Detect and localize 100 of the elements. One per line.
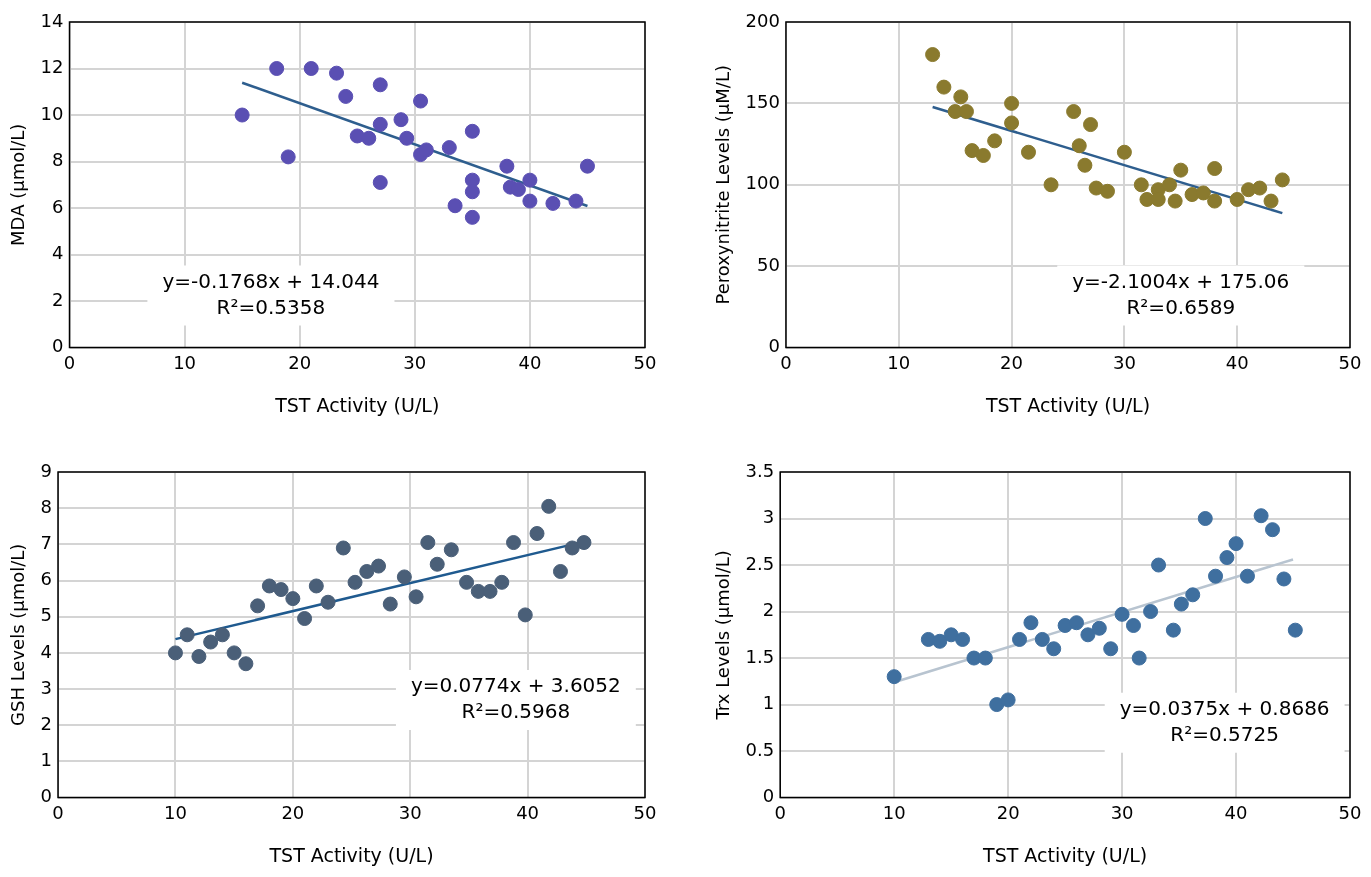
point	[464, 184, 480, 200]
point	[943, 627, 959, 643]
point	[1012, 631, 1028, 647]
point	[167, 645, 183, 661]
point	[269, 61, 285, 77]
point	[989, 697, 1005, 713]
point	[568, 193, 584, 209]
point	[408, 589, 424, 605]
point	[545, 195, 561, 211]
point	[958, 104, 974, 120]
point	[1091, 620, 1107, 636]
point	[372, 174, 388, 190]
y-tick-label: 2.5	[745, 552, 775, 574]
point	[329, 65, 345, 81]
point	[338, 88, 354, 104]
point	[1197, 511, 1213, 527]
point	[399, 130, 415, 146]
x-tick-label: 10	[887, 352, 911, 374]
point	[1034, 631, 1050, 647]
point	[576, 535, 592, 551]
y-tick-label: 1	[762, 692, 775, 714]
point	[250, 598, 266, 614]
point	[261, 578, 277, 594]
x-tick-label: 20	[288, 352, 312, 374]
point	[522, 193, 538, 209]
point	[1276, 571, 1292, 587]
point	[347, 574, 363, 590]
point	[1162, 177, 1178, 193]
point	[464, 123, 480, 139]
point	[420, 535, 436, 551]
y-tick-label: 8	[40, 495, 53, 517]
point	[443, 542, 459, 558]
x-axis-title: TST Activity (U/L)	[268, 843, 434, 866]
y-tick-label: 1.5	[745, 645, 775, 667]
point	[214, 627, 230, 643]
x-axis-title: TST Activity (U/L)	[274, 393, 440, 416]
x-tick-label: 30	[398, 802, 422, 824]
x-tick-label: 10	[882, 802, 906, 824]
point	[1173, 596, 1189, 612]
point	[1066, 104, 1082, 120]
point	[349, 128, 365, 144]
y-tick-label: 50	[757, 253, 780, 275]
point	[1023, 615, 1039, 631]
point	[273, 582, 289, 598]
point	[1208, 568, 1224, 584]
point	[1274, 172, 1290, 188]
point	[238, 656, 254, 672]
point	[499, 158, 515, 174]
point	[1125, 618, 1141, 633]
point	[987, 133, 1003, 149]
point	[179, 627, 195, 643]
annotation: R²=0.5358	[216, 294, 326, 319]
point	[1229, 191, 1245, 207]
y-axis-title: Trx Levels (µmol/L)	[712, 550, 734, 721]
point	[1099, 183, 1115, 199]
y-axis-title: GSH Levels (µmol/L)	[7, 543, 29, 726]
x-tick-label: 30	[403, 352, 427, 374]
point	[1167, 193, 1183, 209]
point	[1263, 193, 1279, 209]
point	[1083, 117, 1099, 133]
x-tick-label: 50	[633, 352, 657, 374]
y-tick-label: 3.5	[745, 459, 775, 481]
point	[1173, 162, 1189, 178]
y-tick-label: 0.5	[745, 738, 775, 760]
point	[393, 112, 409, 128]
point	[1004, 95, 1020, 111]
point	[517, 607, 533, 623]
annotation: y=0.0375x + 0.8686	[1119, 695, 1330, 720]
point	[529, 526, 545, 541]
point	[382, 596, 398, 612]
point	[335, 540, 351, 556]
point	[936, 79, 952, 95]
point	[1077, 157, 1093, 173]
x-tick-label: 40	[518, 352, 542, 374]
y-tick-label: 14	[40, 9, 64, 31]
annotation: y=0.0774x + 3.6052	[410, 673, 621, 698]
x-tick-label: 40	[1224, 802, 1248, 824]
x-tick-label: 20	[281, 802, 305, 824]
y-tick-label: 150	[745, 91, 780, 113]
x-tick-label: 30	[1110, 802, 1134, 824]
point	[1252, 180, 1268, 196]
point	[932, 633, 948, 649]
x-tick-label: 30	[1112, 352, 1136, 374]
point	[1000, 692, 1016, 708]
point	[1071, 138, 1087, 154]
point	[470, 583, 486, 599]
point	[1195, 185, 1211, 201]
x-tick-label: 10	[163, 802, 187, 824]
point	[1133, 177, 1149, 193]
y-tick-label: 100	[745, 172, 780, 194]
point	[359, 563, 375, 579]
point	[429, 556, 445, 572]
x-tick-label: 20	[1000, 352, 1024, 374]
annotation: R²=0.5725	[1170, 721, 1279, 746]
x-axis-title: TST Activity (U/L)	[984, 393, 1151, 416]
point	[308, 578, 324, 594]
x-axis-title: TST Activity (U/L)	[982, 843, 1148, 866]
point	[320, 594, 336, 610]
point	[203, 634, 219, 650]
point	[1088, 180, 1104, 196]
